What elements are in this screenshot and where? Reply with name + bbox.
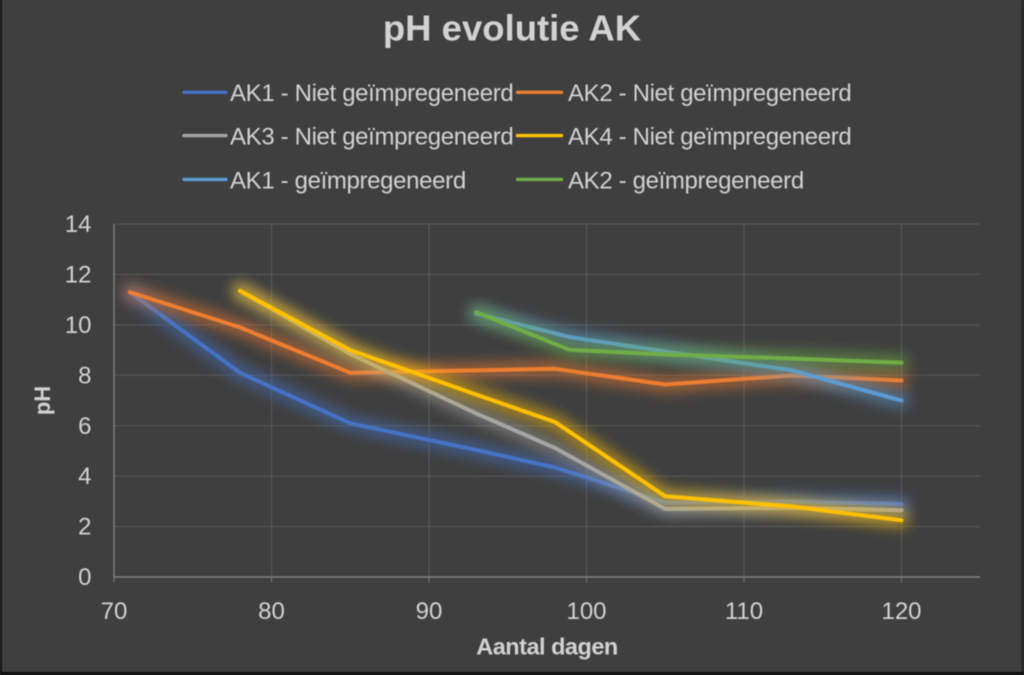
- svg-text:8: 8: [78, 362, 91, 389]
- svg-text:2: 2: [78, 514, 91, 541]
- svg-text:100: 100: [566, 598, 606, 625]
- svg-text:6: 6: [78, 413, 91, 440]
- svg-text:pH evolutie AK: pH evolutie AK: [383, 8, 642, 49]
- svg-text:90: 90: [416, 598, 443, 625]
- svg-text:AK2 - Niet geïmpregeneerd: AK2 - Niet geïmpregeneerd: [568, 80, 851, 107]
- svg-text:120: 120: [881, 598, 921, 625]
- svg-text:AK1 - Niet geïmpregeneerd: AK1 - Niet geïmpregeneerd: [230, 80, 513, 107]
- svg-text:Aantal dagen: Aantal dagen: [476, 634, 618, 660]
- svg-text:AK4 - Niet geïmpregeneerd: AK4 - Niet geïmpregeneerd: [568, 124, 851, 151]
- svg-text:70: 70: [101, 598, 128, 625]
- svg-text:80: 80: [258, 598, 285, 625]
- svg-text:4: 4: [78, 463, 91, 490]
- svg-text:AK3 - Niet geïmpregeneerd: AK3 - Niet geïmpregeneerd: [230, 124, 513, 151]
- svg-text:10: 10: [65, 312, 92, 339]
- svg-text:14: 14: [65, 211, 92, 238]
- svg-text:110: 110: [725, 598, 763, 625]
- svg-text:AK1 - geïmpregeneerd: AK1 - geïmpregeneerd: [230, 167, 466, 194]
- svg-text:0: 0: [78, 564, 91, 591]
- svg-text:pH: pH: [30, 386, 55, 415]
- svg-text:AK2 - geïmpregeneerd: AK2 - geïmpregeneerd: [568, 167, 804, 194]
- svg-text:12: 12: [65, 261, 92, 288]
